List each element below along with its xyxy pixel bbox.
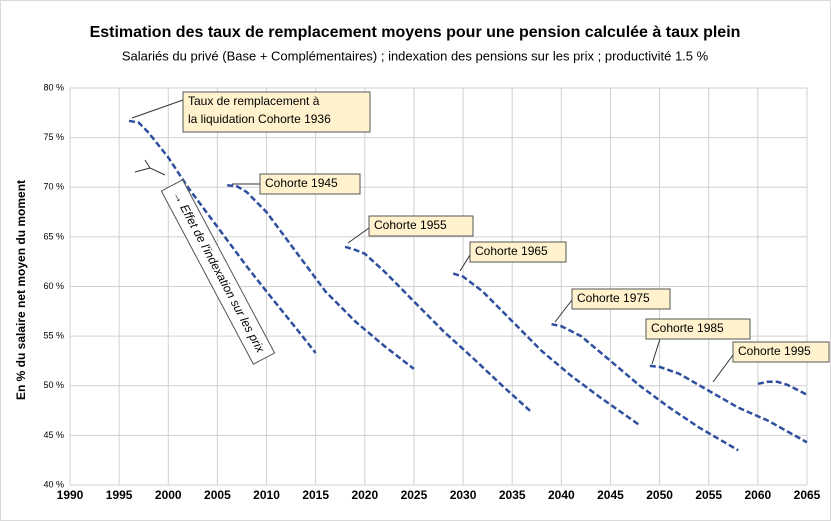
callout-text: Cohorte 1975 <box>577 291 650 305</box>
x-tick-label: 2045 <box>597 488 624 502</box>
callout-text: Taux de remplacement à <box>188 94 320 108</box>
chart-title: Estimation des taux de remplacement moye… <box>90 24 741 41</box>
callout-box <box>732 341 830 363</box>
x-tick-label: 2035 <box>499 488 526 502</box>
callout-text: Cohorte 1995 <box>738 344 811 358</box>
series-line <box>344 245 533 414</box>
y-axis-label: En % du salaire net moyen du moment <box>14 180 28 400</box>
x-tick-label: 2040 <box>548 488 575 502</box>
series-line <box>649 364 808 444</box>
y-tick-label: 80 % <box>43 82 64 92</box>
callout-leader <box>651 338 661 365</box>
callout-leader <box>131 99 184 119</box>
x-tick-label: 2020 <box>351 488 378 502</box>
y-tick-label: 45 % <box>43 430 64 440</box>
y-tick-label: 60 % <box>43 281 64 291</box>
x-tick-label: 2055 <box>695 488 722 502</box>
y-tick-label: 55 % <box>43 331 64 341</box>
x-tick-label: 2000 <box>155 488 182 502</box>
callout-text: Cohorte 1985 <box>651 321 724 335</box>
note-box <box>160 179 276 365</box>
x-tick-label: 2065 <box>794 488 821 502</box>
x-tick-label: 2025 <box>401 488 428 502</box>
x-tick-label: 2005 <box>204 488 231 502</box>
bracket <box>134 159 166 176</box>
callout-box <box>182 91 371 133</box>
series-line <box>227 184 415 370</box>
callout-leader <box>712 354 734 383</box>
x-tick-label: 2060 <box>745 488 772 502</box>
callout-box <box>645 318 751 340</box>
series-line <box>452 272 641 427</box>
callout-text: Cohorte 1945 <box>265 176 338 190</box>
x-tick-label: 2015 <box>302 488 329 502</box>
callout-box <box>368 215 474 237</box>
callout-box <box>259 173 361 195</box>
y-tick-label: 65 % <box>43 231 64 241</box>
series-line <box>551 322 739 452</box>
y-tick-label: 40 % <box>43 479 64 489</box>
callout-text: la liquidation Cohorte 1936 <box>188 112 331 126</box>
y-tick-label: 70 % <box>43 182 64 192</box>
x-tick-label: 1995 <box>106 488 133 502</box>
x-tick-label: 2050 <box>646 488 673 502</box>
y-tick-label: 50 % <box>43 380 64 390</box>
callout-text: Cohorte 1965 <box>475 244 548 258</box>
callout-leader <box>347 227 370 244</box>
x-tick-label: 2030 <box>450 488 477 502</box>
x-tick-label: 1990 <box>57 488 84 502</box>
y-tick-label: 75 % <box>43 132 64 142</box>
callout-leader <box>554 299 573 323</box>
callout-leader <box>459 254 471 272</box>
chart-subtitle: Salariés du privé (Base + Complémentaire… <box>122 48 709 63</box>
callout-text: Cohorte 1955 <box>374 218 447 232</box>
callout-box <box>571 288 671 310</box>
x-tick-label: 2010 <box>253 488 280 502</box>
series-line <box>128 119 317 354</box>
callout-box <box>469 241 567 263</box>
